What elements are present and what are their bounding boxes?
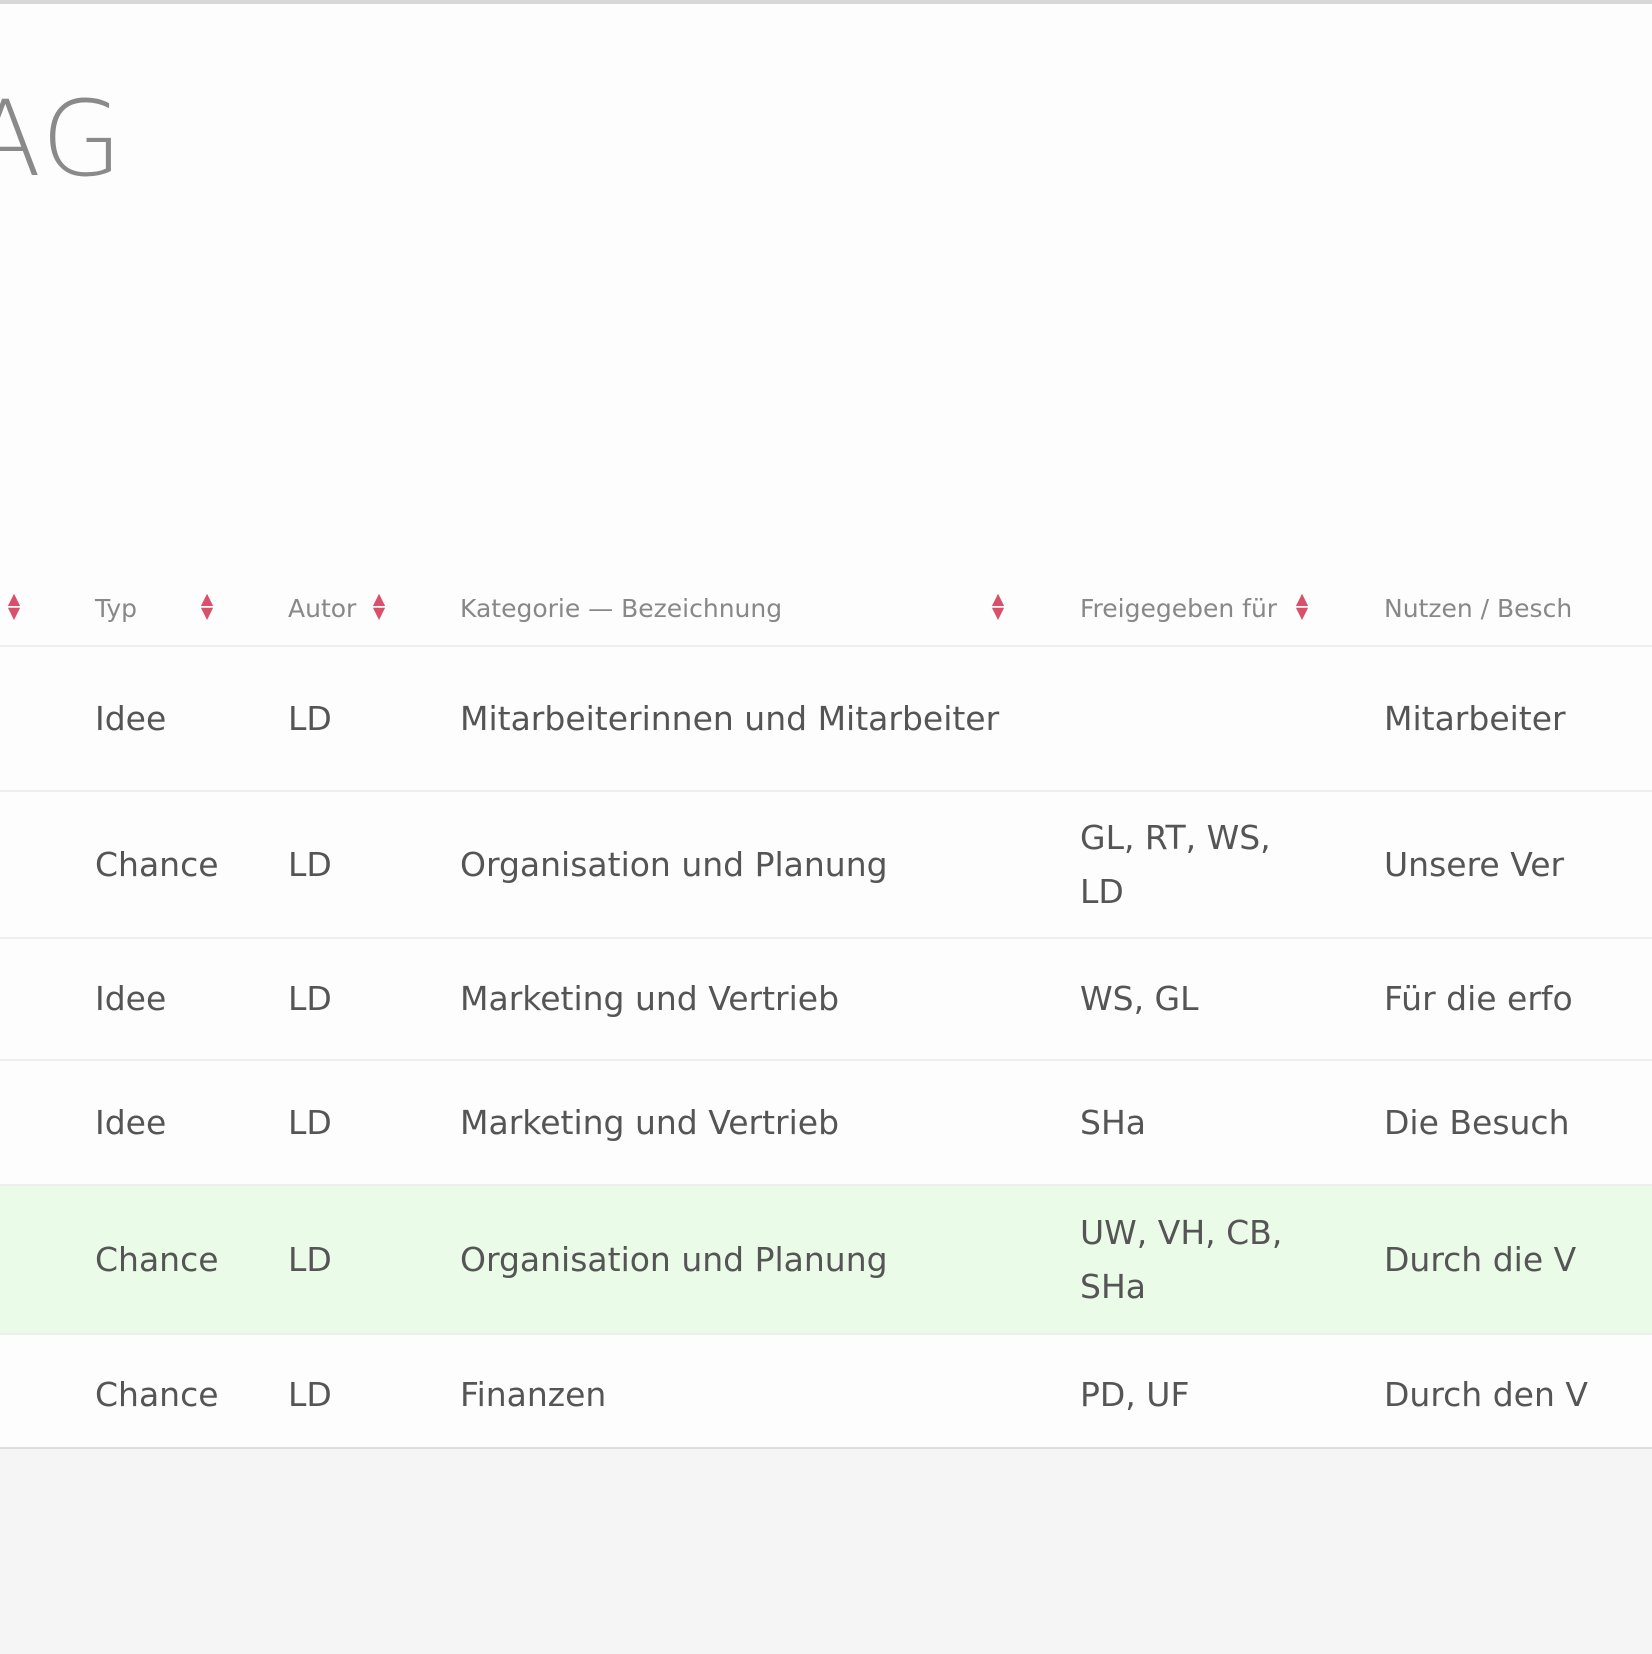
data-table: ▲ ▼ Typ ▲ ▼ Autor ▲ ▼ Kategorie — Bezeichnu… xyxy=(0,570,1652,1457)
cell-typ: Chance xyxy=(95,1375,219,1414)
cell-freigegeben: PD, UF xyxy=(1080,1375,1190,1414)
cell-kategorie: Marketing und Vertrieb xyxy=(460,979,840,1018)
table-row[interactable]: Chance LD Finanzen PD, UF Durch den V xyxy=(0,1335,1652,1457)
cell-autor: LD xyxy=(288,1375,332,1414)
cell-autor: LD xyxy=(288,979,332,1018)
column-header-freigegeben[interactable]: Freigegeben für xyxy=(1080,594,1278,623)
cell-kategorie: Organisation und Planung xyxy=(460,844,888,884)
sort-icon[interactable]: ▲ ▼ xyxy=(1295,589,1309,622)
cell-kategorie: Finanzen xyxy=(460,1375,607,1414)
column-header-autor[interactable]: Autor xyxy=(288,594,357,623)
top-border xyxy=(0,0,1652,4)
table-row[interactable]: Idee LD Mitarbeiterinnen und Mitarbeiter Mi… xyxy=(0,647,1652,792)
cell-typ: Idee xyxy=(95,698,167,738)
cell-nutzen: Durch den V xyxy=(1384,1375,1588,1414)
sort-icon[interactable]: ▲ ▼ xyxy=(200,589,214,622)
cell-freigegeben: SHa xyxy=(1080,1102,1146,1142)
cell-autor: LD xyxy=(288,1102,332,1142)
table-row[interactable]: Chance LD Organisation und Planung GL, RT, … xyxy=(0,792,1652,939)
column-header-kategorie[interactable]: Kategorie — Bezeichnung xyxy=(460,594,783,623)
cell-typ: Idee xyxy=(95,1102,167,1142)
page-title: AG xyxy=(0,78,124,200)
cell-typ: Chance xyxy=(95,1239,219,1279)
table-row[interactable]: Idee LD Marketing und Vertrieb SHa Die Besuc… xyxy=(0,1061,1652,1186)
cell-nutzen: Durch die V xyxy=(1384,1239,1577,1279)
table-row[interactable]: Idee LD Marketing und Vertrieb WS, GL Für di… xyxy=(0,939,1652,1061)
footer xyxy=(0,1447,1652,1654)
cell-typ: Idee xyxy=(95,979,167,1018)
cell-typ: Chance xyxy=(95,844,219,884)
column-header-typ[interactable]: Typ xyxy=(95,594,138,623)
cell-nutzen: Für die erfo xyxy=(1384,979,1573,1018)
sort-icon[interactable]: ▲ ▼ xyxy=(372,589,386,622)
sort-icon[interactable]: ▲ ▼ xyxy=(7,589,21,622)
cell-freigegeben: GL, RT, WS, LD xyxy=(1080,817,1271,911)
cell-nutzen: Unsere Ver xyxy=(1384,844,1565,884)
cell-nutzen: Die Besuch xyxy=(1384,1102,1570,1142)
sort-icon[interactable]: ▲ ▼ xyxy=(991,589,1005,622)
table-header: ▲ ▼ Typ ▲ ▼ Autor ▲ ▼ Kategorie — Bezeichnu… xyxy=(0,570,1652,647)
cell-freigegeben: UW, VH, CB, SHa xyxy=(1080,1212,1283,1306)
cell-kategorie: Marketing und Vertrieb xyxy=(460,1102,840,1142)
cell-kategorie: Organisation und Planung xyxy=(460,1239,888,1279)
cell-autor: LD xyxy=(288,698,332,738)
cell-freigegeben: WS, GL xyxy=(1080,979,1199,1018)
column-header-nutzen[interactable]: Nutzen / Besch xyxy=(1384,594,1573,623)
table-row[interactable]: Chance LD Organisation und Planung UW, VH, … xyxy=(0,1186,1652,1335)
cell-kategorie: Mitarbeiterinnen und Mitarbeiter xyxy=(460,698,1000,738)
cell-nutzen: Mitarbeiter xyxy=(1384,698,1566,738)
cell-autor: LD xyxy=(288,844,332,884)
cell-autor: LD xyxy=(288,1239,332,1279)
